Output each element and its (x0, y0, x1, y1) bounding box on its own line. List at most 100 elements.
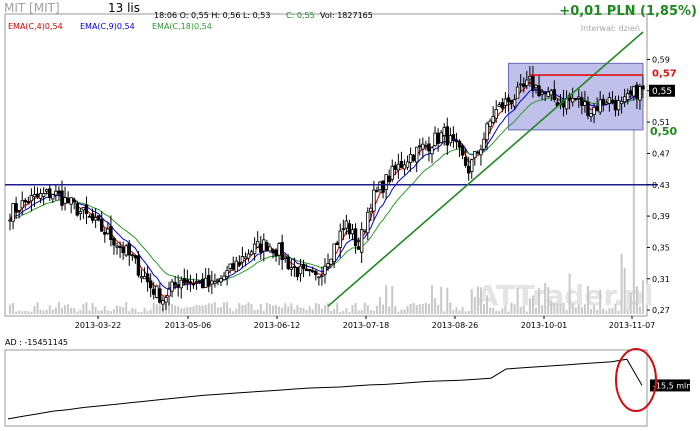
volume-bar (608, 308, 611, 314)
candle-body (93, 217, 98, 221)
candle-body (17, 210, 21, 212)
candle-body (396, 163, 401, 171)
candle-body (353, 228, 358, 247)
candle-body (522, 83, 526, 88)
candle-body (497, 104, 501, 107)
candle-body (338, 230, 342, 248)
candle-body (525, 79, 529, 86)
volume-bar (70, 308, 73, 314)
candle-body (378, 181, 382, 190)
candle-body (35, 193, 40, 198)
volume-bar (629, 292, 632, 314)
volume-bar (198, 305, 201, 314)
candle-body (23, 199, 27, 203)
candle-body (216, 278, 220, 282)
candle-body (210, 280, 214, 285)
candle-body (277, 243, 281, 256)
volume-bar (244, 304, 247, 314)
candle-body (512, 99, 517, 107)
volume-bar (427, 303, 430, 314)
volume-bar (482, 303, 485, 314)
candle-body (598, 99, 602, 113)
volume-bar (586, 285, 589, 314)
volume-bar (449, 302, 452, 314)
volume-bar (363, 302, 366, 314)
candle-body (130, 254, 135, 257)
volume-bar (397, 311, 400, 314)
volume-bar (550, 301, 553, 314)
volume-bar (388, 306, 391, 314)
candle-body (118, 246, 122, 248)
candle-body (283, 256, 287, 259)
candle-body (350, 229, 355, 235)
volume-bar (97, 310, 100, 314)
volume-bar (556, 303, 559, 314)
volume-bar (186, 307, 189, 314)
candle-body (430, 147, 434, 155)
volume-bar (79, 309, 82, 314)
volume-bar (642, 280, 644, 314)
volume-bar (590, 308, 593, 314)
candle-body (347, 223, 352, 235)
candle-body (604, 102, 609, 105)
ohlc-label: 18:06 O: 0,55 H: 0,56 L: 0,53 (154, 11, 270, 20)
volume-bar (479, 287, 482, 314)
interval-label: Interwał: dzień (581, 24, 640, 33)
candle-body (500, 102, 505, 109)
ad-value-box (650, 379, 690, 392)
ticker-label: MIT [MIT] (4, 1, 60, 15)
candle-body (448, 135, 453, 144)
candle-body (225, 270, 229, 278)
y-tick-label: 0,35 (652, 243, 670, 252)
candle-body (418, 145, 422, 148)
volume-bar (476, 286, 479, 314)
volume-bar (366, 305, 369, 314)
volume-bar (327, 303, 330, 314)
candle-body (506, 97, 511, 103)
candle-body (570, 98, 575, 103)
candle-body (534, 84, 538, 89)
candle-body (372, 189, 376, 212)
candle-body (14, 203, 18, 212)
candle-body (320, 275, 324, 277)
candle-body (139, 276, 144, 279)
y-tick-label: 0,27 (652, 306, 670, 315)
candle-body (103, 232, 107, 235)
candle-body (515, 86, 520, 99)
volume-bar (534, 307, 537, 314)
candle-body (341, 228, 346, 231)
candle-body (255, 241, 260, 248)
candle-body (142, 276, 147, 280)
volume-bar (431, 285, 433, 314)
candle-body (488, 120, 492, 127)
volume-bar (155, 304, 158, 314)
volume-bar (605, 310, 608, 314)
volume-bar (424, 302, 427, 314)
candle-body (610, 99, 615, 104)
last-price-label: 0,55 (652, 87, 672, 97)
volume-bar (15, 311, 18, 314)
candle-body (219, 278, 223, 283)
candle-body (384, 174, 388, 190)
candle-body (259, 243, 263, 253)
candle-body (155, 285, 159, 298)
volume-bar (278, 306, 281, 314)
candle-body (583, 101, 587, 106)
candle-body (549, 90, 553, 96)
candle-body (106, 228, 110, 234)
candle-body (243, 256, 248, 260)
candle-body (442, 127, 446, 136)
volume-bar (119, 306, 122, 314)
y-tick-label: 0,51 (652, 118, 670, 127)
candle-body (466, 165, 471, 174)
volume-bar (568, 273, 571, 314)
candle-body (207, 275, 211, 287)
x-tick-label: 2013-03-22 (75, 321, 122, 330)
candle-body (234, 260, 238, 273)
candle-body (69, 197, 73, 205)
candle-body (44, 189, 49, 192)
candle-body (185, 279, 190, 283)
volume-bar (45, 309, 48, 314)
candle-body (518, 83, 523, 86)
